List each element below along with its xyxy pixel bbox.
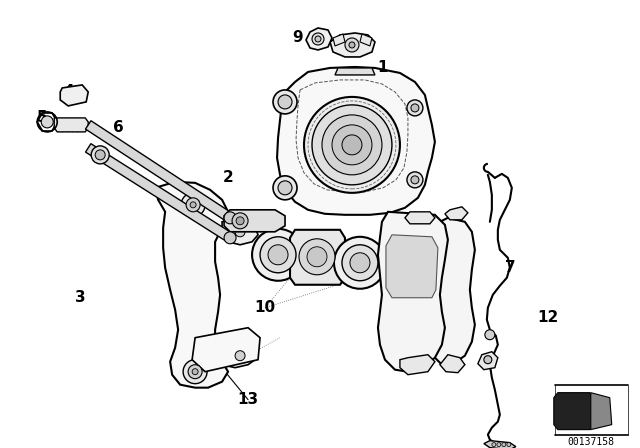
Circle shape	[411, 176, 419, 184]
Circle shape	[188, 365, 202, 379]
Polygon shape	[290, 230, 345, 285]
Polygon shape	[277, 67, 435, 215]
Circle shape	[252, 229, 304, 281]
Text: 2: 2	[223, 170, 234, 185]
Circle shape	[278, 95, 292, 109]
Circle shape	[350, 253, 370, 273]
Text: 00137158: 00137158	[567, 437, 614, 447]
Polygon shape	[405, 212, 435, 224]
Polygon shape	[440, 355, 465, 373]
Polygon shape	[54, 118, 88, 132]
Polygon shape	[155, 182, 228, 388]
Circle shape	[312, 105, 392, 185]
Polygon shape	[478, 352, 498, 370]
Circle shape	[332, 125, 372, 165]
Circle shape	[273, 90, 297, 114]
Circle shape	[181, 193, 205, 217]
Circle shape	[224, 212, 236, 224]
Circle shape	[497, 443, 501, 447]
Circle shape	[342, 245, 378, 281]
Circle shape	[236, 217, 244, 225]
Circle shape	[91, 146, 109, 164]
Circle shape	[502, 443, 506, 447]
Polygon shape	[224, 210, 285, 232]
Polygon shape	[378, 212, 448, 372]
Polygon shape	[192, 328, 260, 372]
Circle shape	[186, 198, 200, 212]
Text: 11: 11	[389, 350, 410, 365]
Circle shape	[299, 239, 335, 275]
Polygon shape	[554, 392, 594, 430]
Circle shape	[349, 42, 355, 48]
Text: 12: 12	[537, 310, 559, 325]
Polygon shape	[86, 121, 233, 222]
Polygon shape	[60, 85, 88, 106]
Circle shape	[183, 360, 207, 383]
Circle shape	[192, 369, 198, 375]
Text: 6: 6	[113, 121, 124, 135]
Circle shape	[485, 330, 495, 340]
Polygon shape	[445, 207, 468, 220]
Circle shape	[268, 245, 288, 265]
Polygon shape	[218, 342, 255, 368]
Circle shape	[334, 237, 386, 289]
Circle shape	[315, 36, 321, 42]
Circle shape	[232, 213, 248, 229]
Circle shape	[312, 33, 324, 45]
Circle shape	[190, 202, 196, 208]
Text: 13: 13	[237, 392, 259, 407]
Circle shape	[235, 227, 245, 237]
Polygon shape	[432, 218, 475, 365]
Polygon shape	[400, 355, 435, 375]
Circle shape	[407, 100, 423, 116]
Polygon shape	[386, 235, 438, 298]
Circle shape	[224, 232, 236, 244]
Circle shape	[492, 443, 496, 447]
Circle shape	[304, 97, 400, 193]
Circle shape	[273, 176, 297, 200]
Text: 8: 8	[342, 44, 353, 60]
Text: 10: 10	[255, 300, 276, 315]
Polygon shape	[333, 34, 345, 46]
Circle shape	[95, 150, 105, 160]
Polygon shape	[86, 144, 233, 242]
Circle shape	[342, 135, 362, 155]
Text: 1: 1	[378, 60, 388, 75]
Circle shape	[260, 237, 296, 273]
Polygon shape	[330, 33, 375, 57]
Polygon shape	[222, 218, 258, 245]
Text: 5: 5	[37, 110, 47, 125]
Text: 9: 9	[292, 30, 303, 45]
Circle shape	[307, 247, 327, 267]
Circle shape	[235, 351, 245, 361]
Circle shape	[407, 172, 423, 188]
Circle shape	[322, 115, 382, 175]
Polygon shape	[591, 392, 612, 430]
Circle shape	[278, 181, 292, 195]
Circle shape	[345, 38, 359, 52]
Circle shape	[411, 104, 419, 112]
Circle shape	[484, 356, 492, 364]
Polygon shape	[306, 28, 332, 50]
Circle shape	[41, 116, 53, 128]
Polygon shape	[335, 68, 375, 75]
Polygon shape	[360, 34, 372, 46]
Text: 7: 7	[504, 260, 515, 275]
Polygon shape	[484, 441, 516, 448]
Circle shape	[507, 443, 511, 447]
Text: 3: 3	[75, 290, 86, 305]
Text: 4: 4	[63, 84, 74, 99]
